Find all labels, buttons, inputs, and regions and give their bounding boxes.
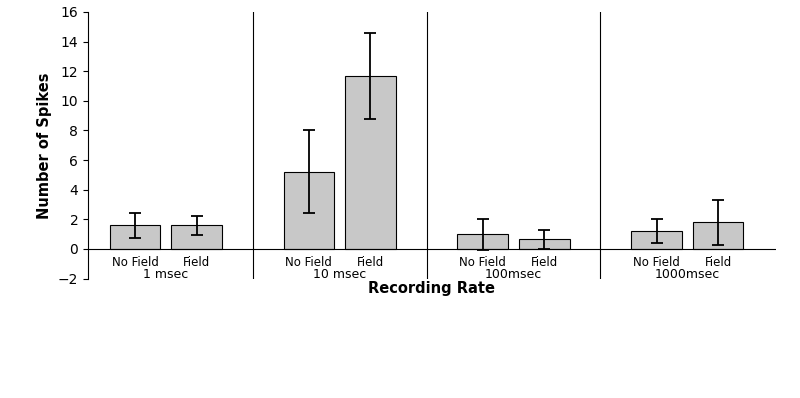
Bar xyxy=(345,76,396,249)
Text: Field: Field xyxy=(183,256,210,269)
Bar xyxy=(110,225,161,249)
Y-axis label: Number of Spikes: Number of Spikes xyxy=(38,72,52,219)
Text: 100msec: 100msec xyxy=(485,268,542,281)
Bar xyxy=(458,234,508,249)
Text: 1 msec: 1 msec xyxy=(143,268,189,281)
Text: Field: Field xyxy=(705,256,732,269)
Text: No Field: No Field xyxy=(459,256,506,269)
Text: Field: Field xyxy=(530,256,558,269)
Bar xyxy=(693,222,743,249)
Text: No Field: No Field xyxy=(286,256,332,269)
Bar xyxy=(171,225,222,249)
Text: No Field: No Field xyxy=(112,256,158,269)
Bar xyxy=(519,239,570,249)
Text: No Field: No Field xyxy=(633,256,680,269)
Bar xyxy=(283,172,334,249)
Text: Field: Field xyxy=(357,256,384,269)
Text: 10 msec: 10 msec xyxy=(313,268,366,281)
X-axis label: Recording Rate: Recording Rate xyxy=(369,281,495,297)
Bar xyxy=(631,231,682,249)
Text: 1000msec: 1000msec xyxy=(654,268,720,281)
